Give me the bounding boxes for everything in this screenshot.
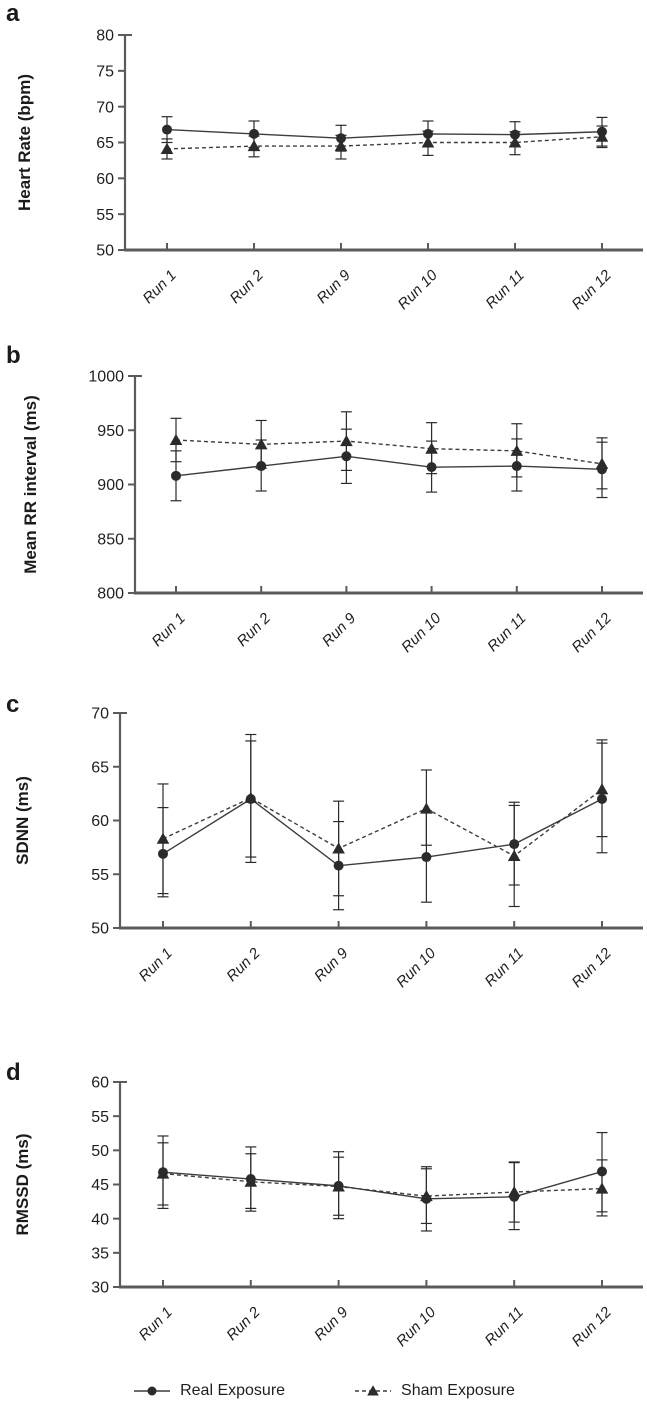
svg-text:Run 9: Run 9: [311, 1303, 352, 1344]
panel-c: c 50 55 60 65 70 Run 1 Run 2 Run 9 Run 10 Run 11 R…: [0, 680, 647, 1030]
svg-text:Run 10: Run 10: [393, 1303, 440, 1350]
svg-text:Run 9: Run 9: [314, 266, 355, 307]
svg-text:70: 70: [91, 706, 109, 723]
legend-item-sham-exposure: Sham Exposure: [353, 1382, 515, 1400]
svg-text:Run 11: Run 11: [482, 945, 527, 990]
svg-text:Run 12: Run 12: [569, 944, 616, 991]
svg-text:45: 45: [91, 1177, 109, 1194]
svg-text:55: 55: [91, 867, 109, 884]
sdnn-chart: 50 55 60 65 70 Run 1 Run 2 Run 9 Run 10 Run 11 Run…: [13, 706, 643, 991]
svg-text:Run 11: Run 11: [484, 610, 529, 655]
heart-rate-chart: 50 55 60 65 70 75 80 Run 1 Run 2 Run 9 Run 10 Run 1…: [15, 28, 643, 313]
svg-text:900: 900: [97, 477, 124, 494]
panel-letter-d: d: [6, 1059, 21, 1086]
svg-text:Heart Rate (bpm): Heart Rate (bpm): [15, 74, 34, 211]
real-exposure-circle-icon: [134, 1386, 171, 1396]
svg-text:Run 12: Run 12: [569, 266, 616, 313]
panel-d: d 30 35 40 45 50 55 60 Run 1 Run 2 Run 9 Run 10 Run…: [0, 1030, 647, 1360]
svg-text:RMSSD (ms): RMSSD (ms): [13, 1133, 32, 1235]
svg-text:Run 12: Run 12: [569, 1303, 616, 1350]
svg-text:65: 65: [91, 759, 109, 776]
legend-label-sham-exposure: Sham Exposure: [401, 1382, 515, 1399]
svg-text:35: 35: [91, 1245, 109, 1262]
panel-a: a 50 55 60 65 70 75 80 Run 1 Run 2 Run 9 Run 10 Run…: [0, 0, 647, 330]
svg-text:55: 55: [96, 207, 114, 224]
svg-text:Run 11: Run 11: [482, 267, 527, 312]
svg-text:Run 11: Run 11: [482, 1304, 527, 1349]
svg-text:Run 2: Run 2: [223, 944, 264, 985]
svg-text:Run 2: Run 2: [234, 609, 275, 650]
svg-text:950: 950: [97, 423, 124, 440]
svg-text:Run 1: Run 1: [136, 945, 176, 985]
svg-text:50: 50: [91, 1143, 109, 1160]
svg-text:60: 60: [91, 813, 109, 830]
svg-text:Run 12: Run 12: [569, 609, 616, 656]
svg-text:800: 800: [97, 586, 124, 603]
svg-text:50: 50: [96, 243, 114, 260]
svg-text:60: 60: [96, 171, 114, 188]
svg-text:Run 9: Run 9: [311, 944, 352, 985]
svg-text:Run 9: Run 9: [319, 609, 360, 650]
svg-text:65: 65: [96, 135, 114, 152]
panel-letter-c: c: [6, 691, 20, 718]
svg-text:30: 30: [91, 1280, 109, 1297]
svg-text:Run 10: Run 10: [393, 944, 440, 991]
svg-text:Mean RR interval (ms): Mean RR interval (ms): [21, 395, 40, 574]
panel-letter-b: b: [6, 342, 21, 369]
svg-text:1000: 1000: [88, 369, 124, 386]
svg-text:50: 50: [91, 921, 109, 938]
legend-label-real-exposure: Real Exposure: [180, 1382, 286, 1399]
rmssd-chart: 30 35 40 45 50 55 60 Run 1 Run 2 Run 9 Run 10 Run 1…: [13, 1075, 643, 1350]
svg-text:Run 1: Run 1: [149, 610, 189, 650]
svg-text:75: 75: [96, 63, 114, 80]
svg-text:SDNN (ms): SDNN (ms): [13, 776, 32, 865]
svg-text:60: 60: [91, 1075, 109, 1092]
panel-b: b 800 850 900 950 1000 Run 1 Run 2 Run 9 Run 10 R…: [0, 330, 647, 680]
sham-exposure-triangle-icon: [355, 1385, 392, 1396]
svg-text:40: 40: [91, 1211, 109, 1228]
svg-text:Run 2: Run 2: [223, 1303, 264, 1344]
svg-text:850: 850: [97, 531, 124, 548]
svg-text:80: 80: [96, 28, 114, 45]
svg-text:55: 55: [91, 1109, 109, 1126]
mean-rr-interval-chart: 800 850 900 950 1000 Run 1 Run 2 Run 9 Run 10 Run…: [21, 369, 643, 656]
figure-legend: Real Exposure Sham Exposure: [0, 1360, 647, 1422]
svg-text:Run 1: Run 1: [136, 1304, 176, 1344]
svg-text:70: 70: [96, 99, 114, 116]
svg-text:Run 1: Run 1: [140, 267, 180, 307]
svg-text:Run 10: Run 10: [398, 609, 445, 656]
svg-text:Run 2: Run 2: [227, 266, 268, 307]
panel-letter-a: a: [6, 0, 20, 27]
legend-item-real-exposure: Real Exposure: [132, 1382, 285, 1400]
svg-text:Run 10: Run 10: [395, 266, 442, 313]
